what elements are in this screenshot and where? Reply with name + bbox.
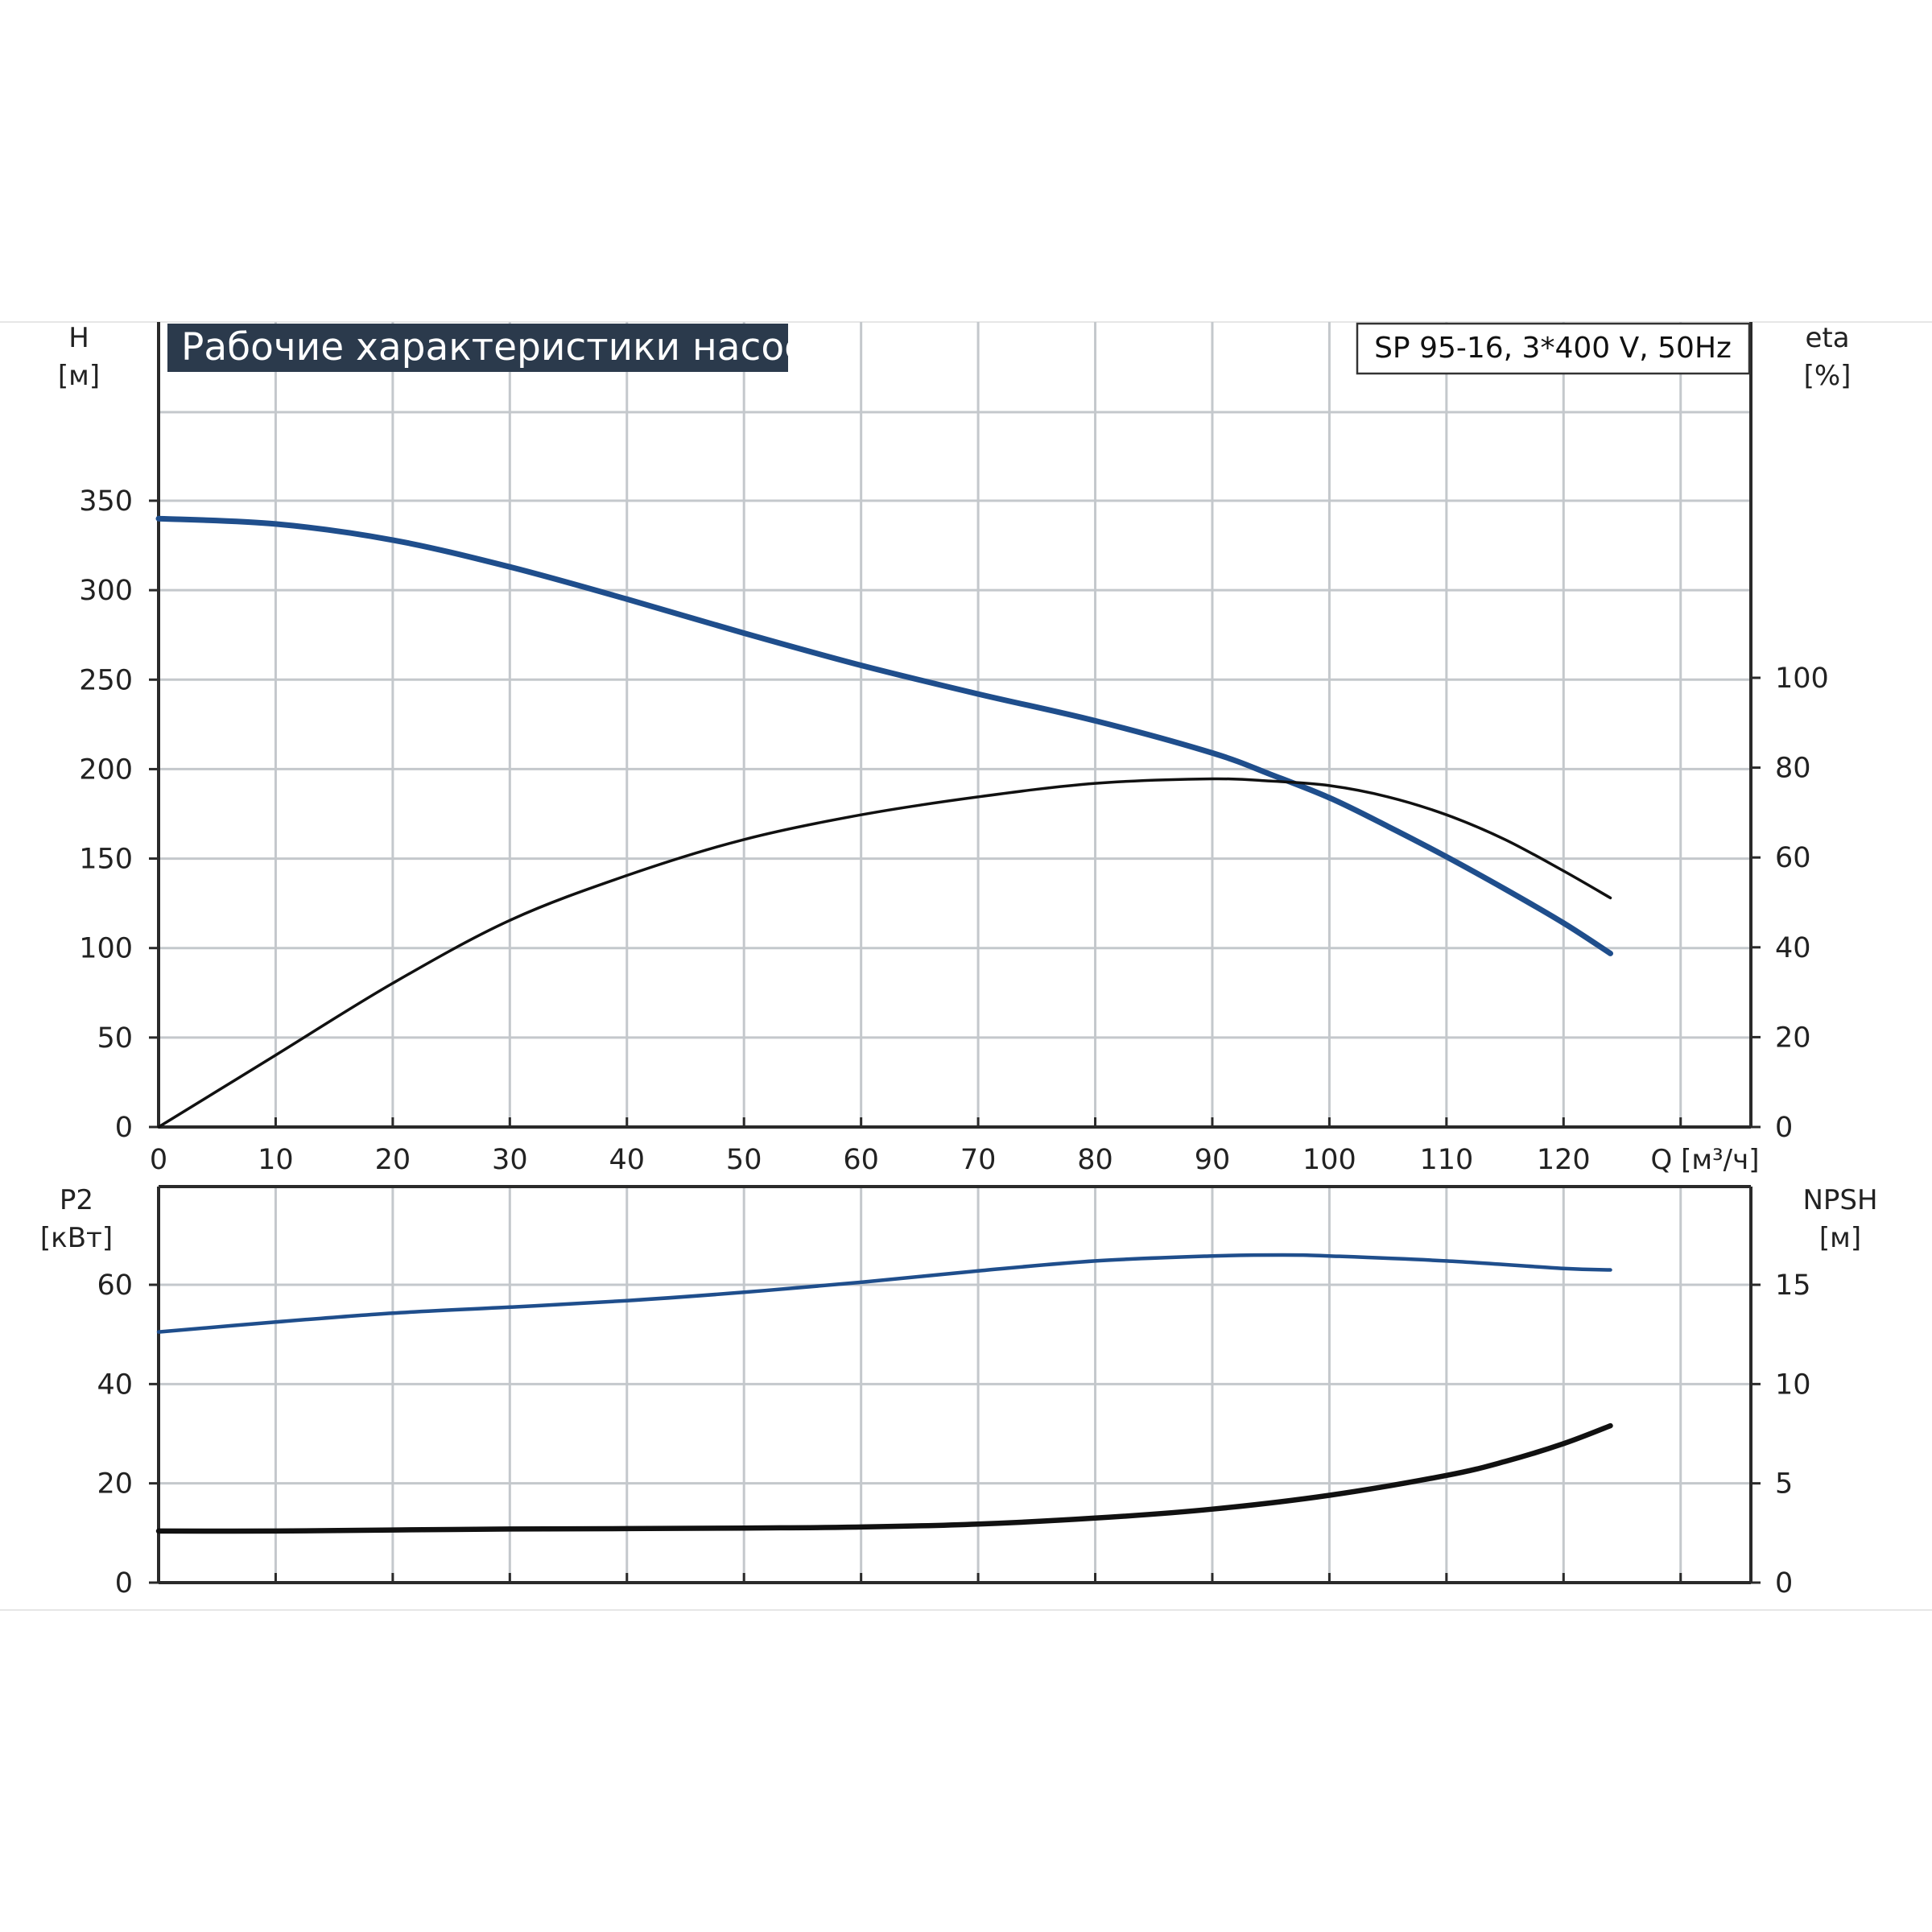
top-left-tick-label: 200 [79,753,133,786]
p2-axis-label: P2 [60,1184,93,1216]
h-axis-unit: [м] [58,360,100,392]
power-curve-p2 [156,1253,1612,1334]
top-left-tick-label: 350 [79,485,133,518]
top-left-tick-label: 50 [97,1022,133,1055]
npsh-axis-unit: [м] [1819,1222,1861,1254]
bottom-left-tick-label: 0 [115,1567,133,1600]
bottom-right-tick-label: 15 [1775,1269,1811,1302]
x-tick-label: 100 [1302,1144,1356,1176]
eta-axis-unit: [%] [1804,360,1852,392]
model-label-frame [1356,322,1751,375]
bottom-right-tick-label: 0 [1775,1567,1793,1600]
x-tick-label: 30 [492,1144,528,1176]
bottom-right-tick-label: 5 [1775,1468,1793,1501]
eta-axis-label: eta [1805,322,1849,354]
x-tick-label: 10 [258,1144,294,1176]
model-label-box: SP 95-16, 3*400 V, 50Hz [1356,322,1751,375]
x-tick-label: 80 [1077,1144,1113,1176]
x-tick-label: 120 [1537,1144,1591,1176]
grid-layer [159,322,1751,1583]
axis-layer [149,322,1761,1584]
top-right-tick-label: 100 [1775,663,1829,695]
series-layer [155,515,1613,1534]
bottom-left-tick-label: 60 [97,1269,133,1302]
x-tick-label: 70 [960,1144,997,1176]
efficiency-curve-eta [157,777,1612,1129]
p2-axis-unit: [кВт] [40,1222,113,1254]
h-axis-label: H [68,322,89,354]
bottom-right-tick-label: 10 [1775,1368,1811,1401]
npsh-axis-label: NPSH [1802,1184,1877,1216]
q-axis-label: Q [м³/ч] [1651,1144,1760,1176]
x-tick-label: 40 [609,1144,645,1176]
top-right-tick-label: 0 [1775,1112,1793,1144]
bottom-left-tick-label: 20 [97,1468,133,1501]
top-left-tick-label: 300 [79,575,133,607]
bottom-left-tick-label: 40 [97,1368,133,1401]
x-tick-label: 60 [843,1144,879,1176]
x-tick-label: 20 [375,1144,411,1176]
x-tick-label: 50 [726,1144,762,1176]
chart-title-banner: Рабочие характеристики насоса [167,324,828,372]
top-left-tick-label: 100 [79,933,133,965]
npsh-curve [155,1422,1613,1534]
x-tick-label: 90 [1195,1144,1231,1176]
x-tick-label: 0 [150,1144,167,1176]
top-left-tick-label: 150 [79,844,133,876]
top-left-tick-label: 0 [115,1112,133,1144]
top-right-tick-label: 80 [1775,753,1811,785]
x-tick-label: 110 [1419,1144,1473,1176]
model-label: SP 95-16, 3*400 V, 50Hz [1374,332,1732,365]
top-right-tick-label: 40 [1775,932,1811,964]
top-right-tick-label: 60 [1775,842,1811,874]
chart-title-background [167,324,788,372]
top-right-tick-label: 20 [1775,1022,1811,1054]
top-left-tick-label: 250 [79,664,133,696]
chart-title: Рабочие характеристики насоса [181,325,828,369]
head-curve-h [155,515,1613,956]
